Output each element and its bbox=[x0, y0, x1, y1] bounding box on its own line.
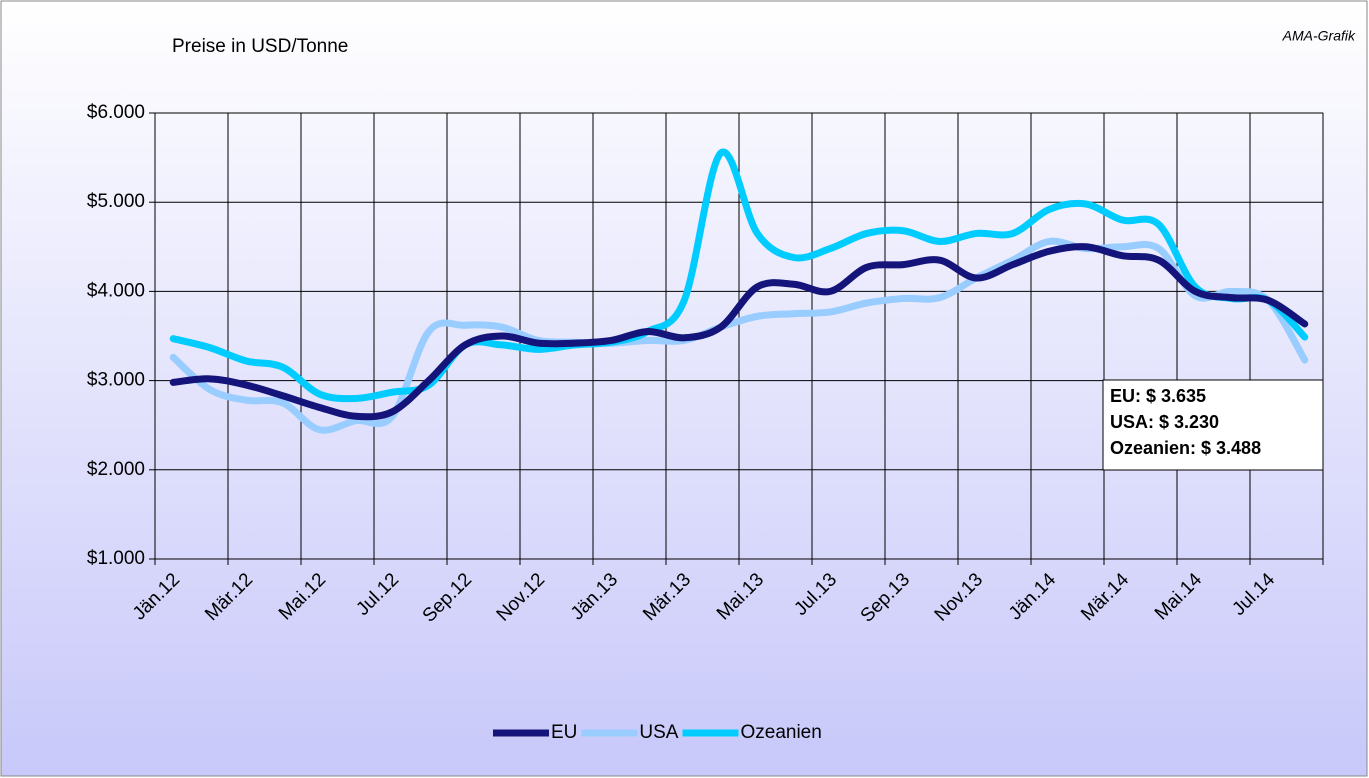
chart-title: Preise in USD/Tonne bbox=[172, 36, 348, 57]
legend-label: Ozeanien bbox=[740, 722, 821, 743]
legend-label: EU bbox=[551, 722, 577, 743]
annotation-box bbox=[1102, 379, 1324, 471]
annotation-text: Ozeanien: $ 3.488 bbox=[1110, 438, 1261, 458]
series-line bbox=[169, 237, 1309, 434]
y-tick-label: $1.000 bbox=[87, 548, 145, 569]
y-tick-label: $5.000 bbox=[87, 191, 145, 212]
y-tick-label: $2.000 bbox=[87, 459, 145, 480]
source: AMA-Grafik bbox=[1282, 28, 1356, 44]
legend-label: USA bbox=[639, 722, 678, 743]
annotation-text: EU: $ 3.635 bbox=[1110, 386, 1206, 406]
annotation-text: USA: $ 3.230 bbox=[1110, 412, 1219, 432]
series-line bbox=[169, 148, 1309, 403]
y-tick-label: $4.000 bbox=[87, 280, 145, 301]
y-tick-label: $3.000 bbox=[87, 370, 145, 391]
y-tick-label: $6.000 bbox=[87, 102, 145, 123]
series-line bbox=[169, 243, 1309, 421]
